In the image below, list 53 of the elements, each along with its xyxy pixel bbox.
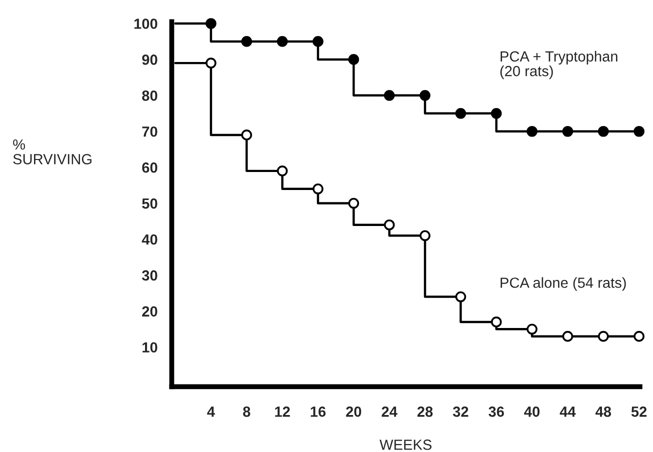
y-axis-title: % SURVIVING — [13, 139, 92, 164]
point — [490, 108, 502, 119]
point — [455, 108, 466, 119]
point — [562, 330, 574, 342]
y-tick-label: 70 — [142, 126, 158, 137]
point — [598, 126, 609, 137]
y-tick-label: 50 — [142, 198, 158, 209]
x-tick-label: 24 — [382, 406, 398, 417]
point — [276, 36, 288, 47]
x-axis-title: WEEKS — [380, 440, 432, 450]
point — [312, 183, 324, 194]
point — [312, 36, 324, 47]
y-tick-label: 30 — [142, 270, 158, 281]
point — [420, 90, 430, 101]
point — [634, 330, 644, 342]
x-tick-label: 8 — [243, 406, 250, 417]
x-tick-label: 16 — [310, 406, 326, 417]
x-tick-label: 36 — [488, 406, 504, 417]
x-tick-label: 40 — [524, 406, 540, 417]
x-tick-label: 20 — [346, 406, 362, 417]
point — [348, 54, 360, 65]
y-tick-label: 80 — [142, 90, 158, 101]
point — [526, 324, 538, 335]
y-tick-label: 20 — [142, 306, 158, 317]
series-label: PCA alone (54 rats) — [500, 277, 626, 291]
x-tick-label: 32 — [452, 406, 468, 417]
point — [490, 316, 502, 328]
point — [598, 330, 609, 342]
x-tick-label: 4 — [207, 406, 215, 417]
point — [526, 126, 538, 137]
point — [634, 126, 644, 137]
point — [276, 166, 288, 176]
point — [241, 130, 252, 140]
x-tick-label: 28 — [417, 406, 433, 417]
y-tick-label: 10 — [142, 342, 158, 353]
x-tick-label: 12 — [275, 406, 290, 417]
y-tick-label: 60 — [142, 162, 158, 173]
point — [206, 18, 216, 29]
y-tick-label: 100 — [134, 18, 158, 29]
point — [241, 36, 252, 47]
point — [384, 219, 395, 230]
y-tick-label: 40 — [142, 234, 158, 245]
y-tick-label: 90 — [142, 54, 158, 65]
x-tick-label: 44 — [560, 406, 576, 417]
x-tick-label: 52 — [631, 406, 647, 417]
point — [206, 58, 216, 68]
point — [562, 126, 574, 137]
text: PCA + Tryptophan (20 rats) — [500, 50, 618, 80]
point — [420, 230, 430, 242]
point — [384, 90, 395, 101]
point — [455, 291, 466, 302]
point — [348, 198, 360, 209]
x-tick-label: 48 — [595, 406, 612, 417]
